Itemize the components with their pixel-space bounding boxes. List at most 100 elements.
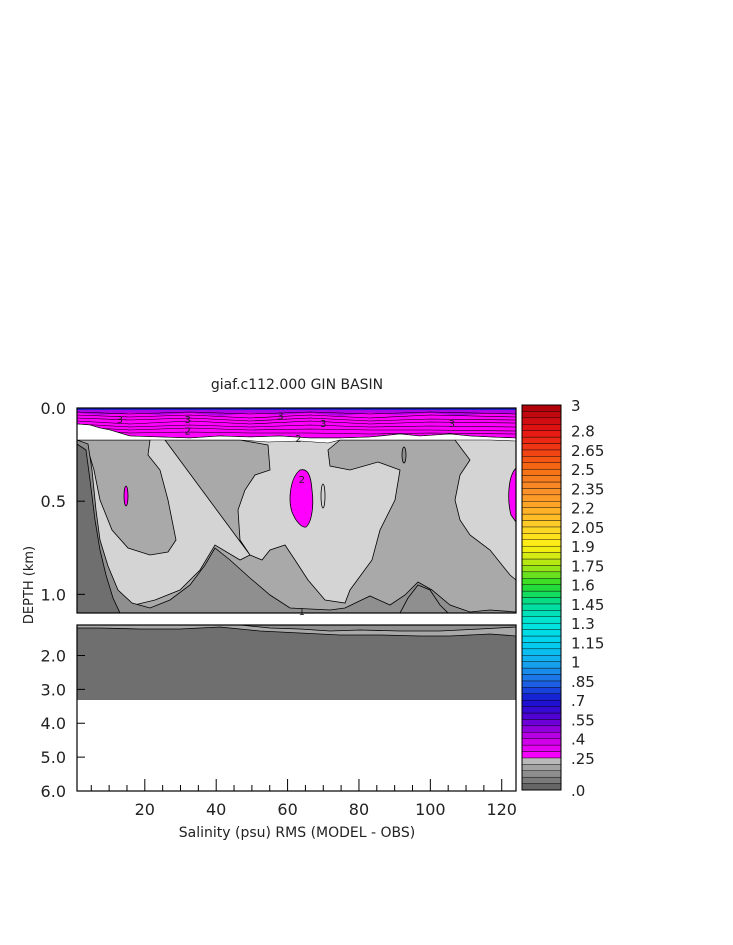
colorbar-swatch [521,552,562,560]
contour-island [123,485,129,507]
contour-label: 3 [117,415,123,426]
fill-mid-region [77,439,516,613]
colorbar-swatch [521,603,562,611]
contour-island [320,483,326,509]
colorbar-label: 2.05 [571,519,604,537]
colorbar-swatch [521,616,562,624]
fill-dark-patch-right [399,584,449,613]
contour-label: 3 [449,419,455,430]
contour-label: 2 [299,475,305,486]
colorbar-swatch [521,571,562,579]
magenta-blob-right [508,467,516,523]
colorbar-label: .85 [571,673,595,691]
y-tick-label: 0.5 [41,492,66,511]
colorbar-swatch [521,456,562,463]
colorbar-swatch [521,648,562,656]
colorbar-swatch [521,545,562,553]
colorbar-swatch [521,590,562,598]
y-tick-label: 5.0 [41,748,66,767]
colorbar-swatch [521,424,562,431]
colorbar-label: 1 [571,654,581,672]
colorbar-label: 1.3 [571,615,595,633]
colorbar-swatch [521,488,562,496]
colorbar-swatch [521,507,562,515]
colorbar-swatch [521,776,562,784]
colorbar-swatch [521,584,562,592]
colorbar-swatch [521,526,562,534]
y-tick-label: 2.0 [41,646,66,665]
colorbar-label: 1.45 [571,596,604,614]
contour-label: 3 [320,419,326,430]
colorbar-swatch [521,629,562,637]
lower-fill-dark [77,625,516,700]
colorbar-swatch [521,436,562,444]
colorbar-swatch [521,475,562,483]
colorbar-label: 2.8 [571,423,595,441]
colorbar-label: 2.5 [571,461,595,479]
colorbar-label: 1.15 [571,634,604,652]
colorbar-swatch [521,751,562,759]
x-tick-label: 120 [486,800,517,819]
upper-panel [77,408,516,613]
colorbar-swatch [521,635,562,643]
x-axis: 20 40 60 80 100 120 [90,779,517,819]
colorbar-swatch [521,404,562,412]
colorbar-swatch [521,770,562,778]
colorbar-swatch [521,706,562,714]
colorbar-swatch [521,687,562,694]
colorbar-swatch [521,533,562,540]
fill-dark-region [77,443,121,613]
x-tick-label: 80 [349,800,369,819]
colorbar-swatch [521,578,562,585]
colorbar-swatch [521,674,562,682]
colorbar-swatch [521,597,562,605]
colorbar-swatch [521,738,562,746]
colorbar-label: .25 [571,750,595,768]
colorbar-swatch [521,430,562,438]
colorbar-swatch [521,661,562,669]
colorbar-label: .7 [571,692,585,710]
colorbar-swatch [521,501,562,508]
y-axis-title: DEPTH (km) [22,546,37,624]
colorbar-swatch [521,520,562,528]
colorbar-swatch [521,642,562,650]
colorbar-swatch [521,558,562,566]
colorbar-swatch [521,411,562,419]
colorbar-swatch [521,462,562,470]
x-tick-label: 100 [415,800,446,819]
y-axis: 0.0 0.5 1.0 2.0 3.0 4.0 5.0 6.0 [41,399,85,801]
colorbar-swatch [521,764,562,771]
colorbar-labels: 32.82.652.52.352.22.051.91.751.61.451.31… [571,397,604,800]
colorbar-swatch [521,744,562,752]
colorbar-swatch [521,783,562,791]
colorbar-swatch [521,565,562,573]
colorbar-label: .4 [571,731,585,749]
colorbar-swatch [521,610,562,617]
colorbar-swatch [521,494,562,502]
colorbar-swatch [521,417,562,425]
upper-panel-frame [76,407,517,614]
colorbar-swatch [521,513,562,521]
colorbar-swatch [521,699,562,707]
colorbar-swatch [521,468,562,476]
surface-band-contours [77,411,516,435]
colorbar-frame [521,404,562,791]
y-tick-label: 1.0 [41,585,66,604]
colorbar-label: .0 [571,782,585,800]
colorbar-label: 1.6 [571,577,595,595]
colorbar-swatch [521,757,562,765]
contour-label: 2 [295,434,301,445]
magenta-blob-center [289,469,314,528]
colorbar-swatch [521,655,562,662]
contour-island [401,446,407,464]
lower-panel-frame [76,624,517,792]
colorbar-label: 2.2 [571,500,595,518]
colorbar-label: 3 [571,397,581,415]
colorbar-swatch [521,680,562,688]
lower-fill-lighter [77,625,516,632]
contour-label: 3 [184,415,190,426]
colorbar-swatch [521,712,562,720]
y-tick-label: 0.0 [41,399,66,418]
contour-label: 2 [184,426,190,437]
